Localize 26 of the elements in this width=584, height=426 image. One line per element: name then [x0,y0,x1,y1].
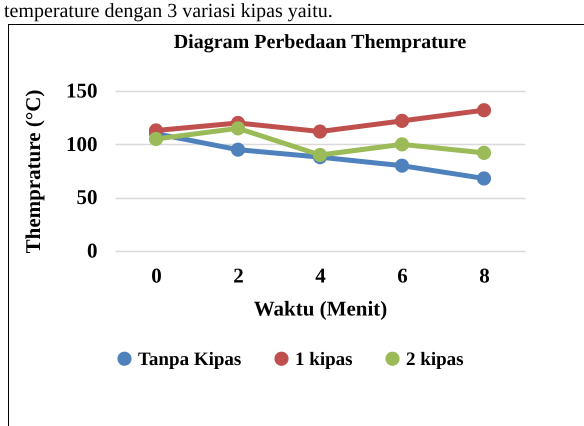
x-tick-label: 6 [397,264,408,288]
point [476,146,492,160]
y-tick-label: 0 [87,238,98,262]
point [394,114,410,128]
point [476,171,492,186]
y-tick-label: 50 [76,185,98,210]
legend-label: Tanpa Kipas [138,348,242,370]
point [394,158,410,173]
point [312,124,328,139]
y-tick-label: 100 [66,132,98,156]
point [148,132,164,146]
x-tick-label: 4 [315,264,326,288]
y-axis-title: Themprature (°C) [21,90,45,254]
y-tick-label: 150 [66,78,98,102]
point [230,121,246,136]
x-tick-label: 0 [151,264,162,288]
chart-title: Diagram Perbedaan Themprature [174,31,466,53]
legend-label: 2 kipas [406,348,464,370]
legend-label: 1 kipas [295,348,353,370]
x-axis-title: Waktu (Menit) [254,296,388,320]
x-tick-label: 8 [479,264,490,288]
point [230,142,246,157]
point [476,103,492,118]
point [394,137,410,152]
text: temperature dengan 3 variasi kipas yaitu. [0,0,584,22]
x-tick-label: 2 [233,264,244,288]
